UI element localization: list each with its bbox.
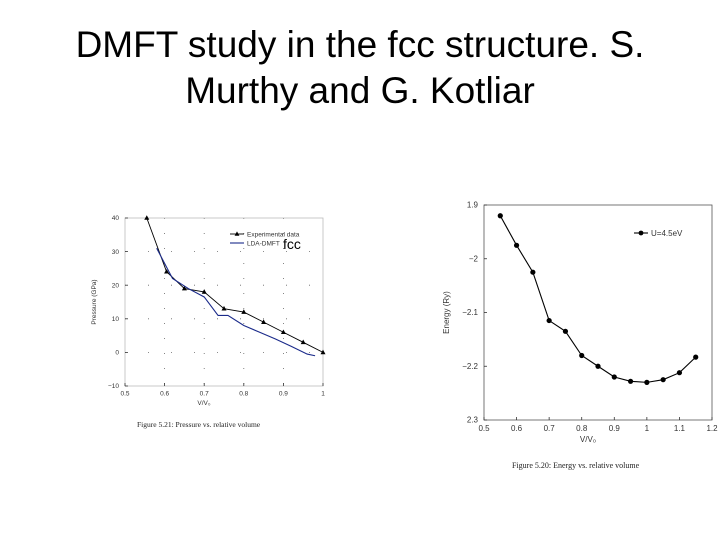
x-tick-label: 0.5 xyxy=(478,424,490,433)
data-point xyxy=(497,213,503,219)
x-tick-label: 0.8 xyxy=(239,391,248,398)
data-point xyxy=(261,319,267,324)
data-point xyxy=(300,339,306,345)
chart-2: 0.5 0.6 0.7 0.8 0.9 1 1.1 1.2 1.9 −2 −2.1 −2.2 2.3 V/… xyxy=(442,201,718,470)
x-tick-label: 0.8 xyxy=(576,424,588,433)
data-point xyxy=(144,215,150,220)
data-point xyxy=(693,354,699,360)
data-point xyxy=(530,269,536,275)
y-tick-label: 1.9 xyxy=(467,201,479,210)
y-tick-label: 0 xyxy=(115,350,119,357)
data-point xyxy=(320,349,326,355)
figure-caption: Figure 5.20: Energy vs. relative volume xyxy=(512,461,640,470)
y-tick-label: 2.3 xyxy=(467,416,479,425)
data-point xyxy=(181,285,187,291)
x-tick-label: 0.6 xyxy=(160,391,169,398)
data-point xyxy=(660,377,666,383)
data-point xyxy=(546,317,552,324)
x-axis-label: V/V₀ xyxy=(580,435,596,444)
chart-1: 0.5 0.6 0.7 0.8 0.9 1 −10 0 10 20 30 40 V/V₀ Pressure… xyxy=(91,215,326,429)
series-line xyxy=(156,247,316,357)
series-2 xyxy=(156,247,316,357)
y-axis-label: Pressure (GPa) xyxy=(91,279,98,324)
y-tick-label: 30 xyxy=(112,249,120,256)
y-tick-label: −2.1 xyxy=(462,308,478,317)
data-point xyxy=(562,328,569,334)
series-1 xyxy=(497,213,699,385)
legend-marker xyxy=(638,230,644,236)
data-point xyxy=(676,370,683,376)
legend-marker xyxy=(234,231,240,236)
data-point xyxy=(595,363,601,369)
data-point xyxy=(221,305,227,311)
slide-title: DMFT study in the fcc structure. S. Murt… xyxy=(0,22,720,114)
data-point xyxy=(644,379,650,385)
legend-label: Experimental data xyxy=(247,232,300,239)
x-tick-label: 1.2 xyxy=(706,424,718,433)
y-axis-label: Energy (Ry) xyxy=(442,291,451,334)
slide-title-line-2: Murthy and G. Kotliar xyxy=(185,70,535,111)
legend: Experimental data LDA-DMFT xyxy=(230,231,300,248)
y-tick-label: 10 xyxy=(112,316,120,323)
x-axis-label: V/V₀ xyxy=(197,400,210,407)
slide-title-line-1: DMFT study in the fcc structure. S. xyxy=(75,24,645,65)
y-tick-label: −2 xyxy=(469,254,479,263)
data-point xyxy=(280,329,286,335)
y-tick-label: 20 xyxy=(112,282,120,289)
y-tick-label: 40 xyxy=(112,215,120,222)
data-point xyxy=(513,242,520,248)
plot-frame xyxy=(124,217,324,387)
data-point xyxy=(611,374,617,380)
x-tick-label: 0.9 xyxy=(279,391,288,398)
y-tick-label: −10 xyxy=(108,383,119,390)
x-tick-label: 0.9 xyxy=(609,424,621,433)
x-tick-label: 1.1 xyxy=(674,424,686,433)
x-tick-label: 0.7 xyxy=(544,424,556,433)
data-point xyxy=(627,378,634,384)
x-tick-label: 0.7 xyxy=(200,391,209,398)
x-tick-label: 0.6 xyxy=(511,424,523,433)
legend-label: U=4.5eV xyxy=(651,229,683,238)
legend-label: LDA-DMFT xyxy=(247,241,280,248)
x-tick-label: 1 xyxy=(321,391,325,398)
x-tick-label: 1 xyxy=(645,424,650,433)
data-point xyxy=(241,309,247,314)
data-point xyxy=(579,352,585,359)
data-point xyxy=(164,268,170,274)
legend: U=4.5eV xyxy=(634,229,683,238)
data-point xyxy=(201,289,207,294)
x-tick-label: 0.5 xyxy=(120,391,129,398)
fcc-label: fcc xyxy=(283,236,301,252)
figure-caption: Figure 5.21: Pressure vs. relative volum… xyxy=(137,420,261,429)
y-tick-label: −2.2 xyxy=(462,362,478,371)
series-line xyxy=(499,215,697,383)
